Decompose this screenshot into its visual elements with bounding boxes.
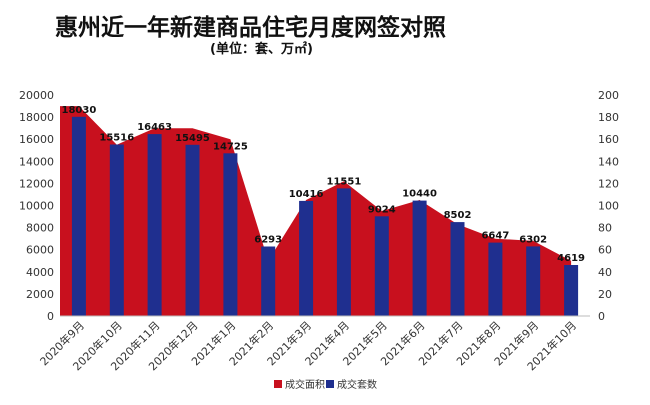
- data-label: 14725: [213, 141, 248, 152]
- y-right-tick-label: 0: [598, 310, 605, 323]
- y-left-tick-label: 20000: [19, 89, 54, 102]
- y-right-tick-label: 200: [598, 89, 619, 102]
- bar: [299, 200, 314, 316]
- bar: [261, 246, 276, 316]
- bar: [336, 188, 351, 316]
- data-label: 10440: [402, 189, 437, 200]
- data-label: 8502: [444, 210, 472, 221]
- y-right-tick-label: 180: [598, 111, 619, 124]
- y-left-tick-label: 2000: [26, 288, 54, 301]
- y-right-tick-label: 80: [598, 222, 612, 235]
- y-left-tick-label: 4000: [26, 266, 54, 279]
- y-right-tick-label: 40: [598, 266, 612, 279]
- y-left-tick-label: 8000: [26, 222, 54, 235]
- data-label: 4619: [557, 253, 585, 264]
- y-right-tick-label: 20: [598, 288, 612, 301]
- bar: [374, 216, 389, 316]
- bar: [147, 134, 162, 316]
- data-label: 15516: [99, 133, 134, 144]
- y-left-tick-label: 14000: [19, 155, 54, 168]
- data-label: 16463: [137, 122, 172, 133]
- chart-subtitle: (单位：套、万㎡): [210, 42, 313, 57]
- data-label: 11551: [327, 176, 362, 187]
- legend-swatch-area: [274, 380, 282, 388]
- bar: [564, 265, 579, 316]
- data-label: 9024: [368, 204, 396, 215]
- bar: [526, 246, 541, 316]
- data-label: 6302: [519, 234, 547, 245]
- y-right-tick-label: 120: [598, 177, 619, 190]
- y-right-tick-label: 140: [598, 155, 619, 168]
- data-label: 15495: [175, 133, 210, 144]
- data-label: 6293: [254, 235, 282, 246]
- bar: [71, 116, 86, 316]
- y-right-tick-label: 100: [598, 200, 619, 213]
- data-label: 18030: [62, 105, 97, 116]
- data-label: 10416: [289, 189, 324, 200]
- bar: [488, 242, 503, 316]
- legend-label-area: 成交面积: [285, 378, 325, 391]
- y-left-tick-label: 16000: [19, 133, 54, 146]
- legend-swatch-bar: [326, 380, 334, 388]
- chart-title: 惠州近一年新建商品住宅月度网签对照: [55, 15, 446, 41]
- y-left-tick-label: 12000: [19, 177, 54, 190]
- y-left-tick-label: 0: [47, 310, 54, 323]
- bar: [185, 144, 200, 316]
- legend-label-bar: 成交套数: [337, 378, 377, 391]
- y-left-tick-label: 18000: [19, 111, 54, 124]
- y-left-tick-label: 10000: [19, 200, 54, 213]
- bar: [412, 200, 427, 316]
- y-right-tick-label: 160: [598, 133, 619, 146]
- bar: [223, 153, 238, 316]
- bar: [450, 222, 465, 316]
- y-left-tick-label: 6000: [26, 244, 54, 257]
- y-right-tick-label: 60: [598, 244, 612, 257]
- data-label: 6647: [481, 231, 509, 242]
- bar: [109, 144, 124, 316]
